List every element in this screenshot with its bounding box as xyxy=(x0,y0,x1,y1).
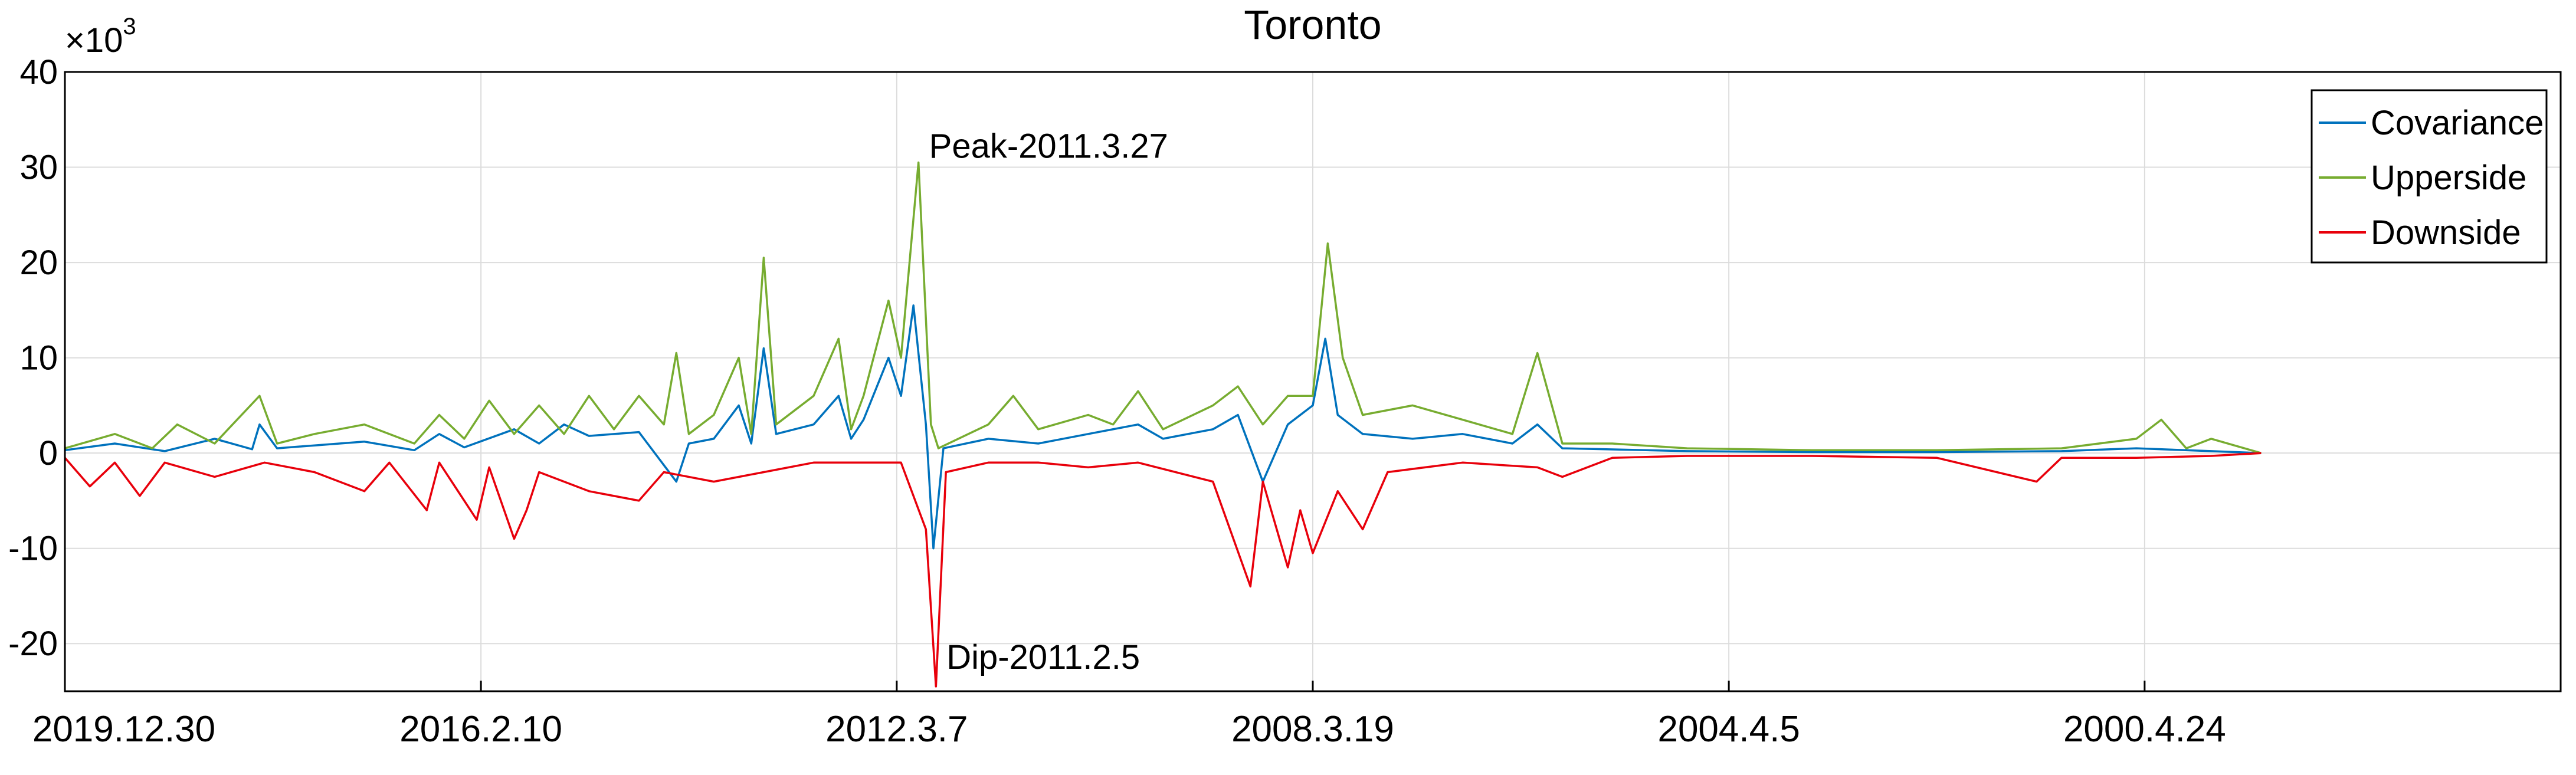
legend-label-downside: Downside xyxy=(2371,214,2521,252)
legend-label-covariance: Covariance xyxy=(2371,104,2544,142)
x-tick-label: 2004.4.5 xyxy=(1657,709,1800,750)
series-line-upperside xyxy=(64,161,2262,454)
legend: Covariance Upperside Downside xyxy=(2310,89,2548,264)
y-tick-label: 0 xyxy=(39,434,58,472)
y-tick-label: -20 xyxy=(8,625,58,663)
y-tick-label: 40 xyxy=(19,53,58,91)
y-axis: -20 -10 0 10 20 30 40 xyxy=(8,53,58,663)
y-tick-label: 20 xyxy=(19,244,58,282)
series-line-downside xyxy=(64,452,2262,688)
legend-label-upperside: Upperside xyxy=(2371,159,2526,197)
x-axis: 2019.12.30 2016.2.10 2012.3.7 2008.3.19 2004… xyxy=(32,681,2226,750)
x-tick-label: 2016.2.10 xyxy=(399,709,562,750)
x-tick-label: 2019.12.30 xyxy=(32,709,215,750)
x-tick-label: 2000.4.24 xyxy=(2063,709,2226,750)
multiplier-base: ×10 xyxy=(65,21,123,60)
x-tick-label: 2012.3.7 xyxy=(825,709,968,750)
axes-frame xyxy=(64,71,2562,692)
y-tick-label: 30 xyxy=(19,149,58,187)
chart-title: Toronto xyxy=(1244,2,1381,48)
series-line-covariance xyxy=(64,304,2262,550)
annotation-label: Dip-2011.2.5 xyxy=(946,638,1140,677)
annotations: Peak-2011.3.27 Dip-2011.2.5 xyxy=(929,127,1168,676)
plot-area xyxy=(64,161,2262,688)
svg-text:×103: ×103 xyxy=(65,14,136,60)
annotation-label: Peak-2011.3.27 xyxy=(929,127,1168,165)
grid xyxy=(64,71,2561,691)
y-tick-label: 10 xyxy=(19,339,58,377)
x-tick-label: 2008.3.19 xyxy=(1231,709,1394,750)
multiplier-exponent: 3 xyxy=(123,14,136,40)
multiplier-label: ×103 xyxy=(65,14,136,60)
y-tick-label: -10 xyxy=(8,530,58,568)
